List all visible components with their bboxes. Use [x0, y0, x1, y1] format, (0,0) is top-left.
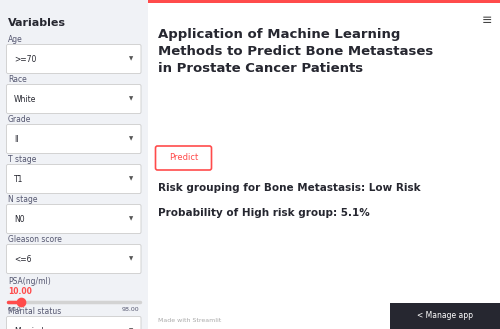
Bar — [390, 303, 500, 329]
Text: Marital status: Marital status — [8, 307, 61, 316]
Text: Application of Machine Learning
Methods to Predict Bone Metastases
in Prostate C: Application of Machine Learning Methods … — [158, 28, 433, 75]
Text: Race: Race — [8, 75, 27, 84]
Text: N0: N0 — [14, 215, 24, 223]
Text: T stage: T stage — [8, 155, 36, 164]
Text: Age: Age — [8, 35, 23, 44]
Text: 10.00: 10.00 — [8, 287, 32, 296]
Text: Predict: Predict — [169, 154, 198, 163]
Text: T1: T1 — [14, 174, 24, 184]
FancyBboxPatch shape — [6, 44, 141, 73]
Text: >=70: >=70 — [14, 55, 36, 63]
Text: PSA(ng/ml): PSA(ng/ml) — [8, 277, 51, 286]
Text: <=6: <=6 — [14, 255, 32, 264]
FancyBboxPatch shape — [156, 146, 212, 170]
Bar — [0, 0, 148, 329]
Text: Married: Married — [14, 326, 44, 329]
FancyBboxPatch shape — [6, 124, 141, 154]
Text: ▼: ▼ — [129, 328, 134, 329]
Text: Risk grouping for Bone Metastasis: Low Risk: Risk grouping for Bone Metastasis: Low R… — [158, 183, 420, 193]
Text: 0.10: 0.10 — [8, 307, 22, 312]
Text: Grade: Grade — [8, 115, 32, 124]
Text: ▼: ▼ — [129, 176, 134, 182]
Text: N stage: N stage — [8, 195, 38, 204]
Text: ▼: ▼ — [129, 216, 134, 221]
FancyBboxPatch shape — [6, 85, 141, 114]
Text: ▼: ▼ — [129, 96, 134, 102]
FancyBboxPatch shape — [6, 316, 141, 329]
Text: Variables: Variables — [8, 18, 66, 28]
Text: 98.00: 98.00 — [122, 307, 140, 312]
Text: White: White — [14, 94, 36, 104]
Text: ≡: ≡ — [482, 14, 492, 27]
FancyBboxPatch shape — [6, 244, 141, 273]
Text: Probability of High risk group: 5.1%: Probability of High risk group: 5.1% — [158, 208, 369, 218]
Text: < Manage app: < Manage app — [417, 312, 473, 320]
FancyBboxPatch shape — [6, 205, 141, 234]
Text: II: II — [14, 135, 18, 143]
Bar — [0, 0, 500, 3]
Text: ▼: ▼ — [129, 137, 134, 141]
Text: Made with Streamlit: Made with Streamlit — [158, 318, 221, 323]
Text: ▼: ▼ — [129, 257, 134, 262]
Text: Gleason score: Gleason score — [8, 235, 62, 244]
Text: ▼: ▼ — [129, 57, 134, 62]
FancyBboxPatch shape — [6, 164, 141, 193]
